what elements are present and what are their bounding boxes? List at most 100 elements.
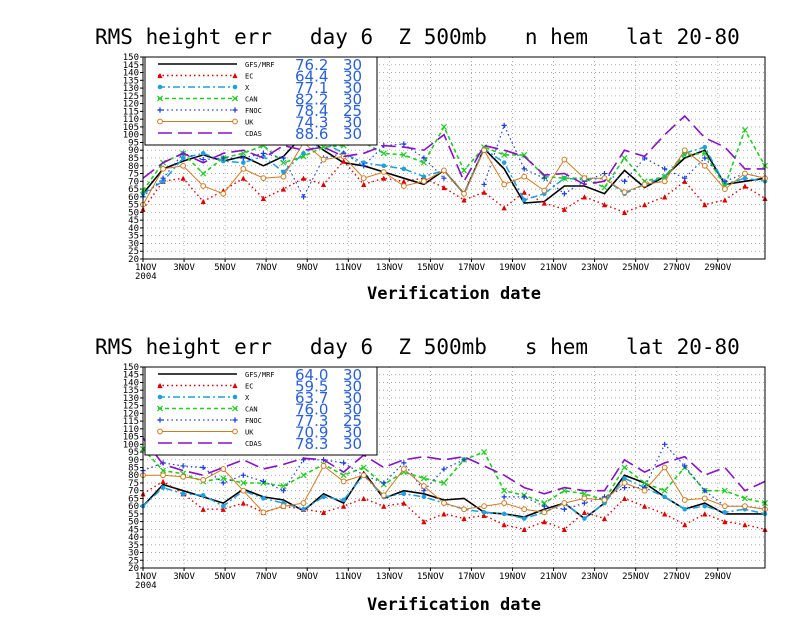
shem-series-can-point (280, 483, 287, 490)
shem-series-fnoc-point (441, 466, 447, 472)
nhem-series-ec-point (581, 194, 588, 200)
nhem-series-uk-point (260, 175, 267, 182)
shem-x-tick-label: 3NOV (173, 572, 195, 582)
nhem-series-uk-point (180, 162, 187, 169)
shem-series-can-point (481, 449, 488, 456)
shem-series-fnoc-line (142, 443, 766, 510)
nhem-legend-uk-mean: 74.3 (295, 114, 328, 132)
nhem-series-fnoc-point (240, 155, 246, 161)
nhem-series-uk-point (421, 178, 427, 185)
shem-series-can-point (581, 490, 588, 497)
nhem-legend-fnoc-count: 25 (343, 102, 362, 120)
shem-series-ec-point (621, 495, 628, 502)
shem-legend-gfs-mrf-mean: 64.0 (295, 366, 328, 384)
shem-series-uk-point (701, 495, 708, 502)
shem-series-fnoc-point (220, 480, 226, 486)
nhem-series-uk-point (641, 181, 648, 188)
shem-legend-can-name: CAN (245, 406, 258, 414)
shem-y-tick-label: 35 (128, 541, 139, 551)
shem-x-tick-label: 9NOV (296, 572, 318, 582)
shem-legend: GFS/MRF 64.0 30 EC 59.5 30 X 63.7 30 CAN 76.0 30 FNO… (144, 366, 378, 456)
nhem-x-tick-label: 25NOV (622, 263, 650, 273)
shem-series-uk-point (360, 472, 367, 479)
nhem-series-can-point (701, 150, 708, 157)
nhem-legend-can-count: 30 (343, 91, 362, 109)
shem-series-x-point (321, 494, 326, 500)
shem-x-tick-label: 25NOV (622, 572, 650, 582)
nhem-legend-fnoc-name: FNOC (245, 107, 262, 115)
nhem-series-x-point (501, 160, 507, 165)
nhem-y-tick-label: 145 (123, 61, 139, 71)
nhem-series-x-point (281, 169, 286, 175)
nhem-series-fnoc-point (702, 155, 708, 161)
shem-y-tick-label: 110 (123, 425, 139, 435)
nhem-series-uk-point (661, 178, 668, 185)
nhem-y-tick-label: 50 (128, 208, 139, 218)
shem-y-tick-label: 55 (128, 510, 139, 520)
nhem-legend-x-count: 30 (343, 79, 362, 97)
nhem-series-ec-point (702, 202, 708, 208)
nhem-legend-cdas-name: CDAS (245, 130, 262, 138)
nhem-series-uk-point (621, 189, 628, 196)
shem-y-tick-label: 140 (123, 378, 139, 388)
shem-series-can-point (741, 495, 748, 502)
shem-series-fnoc-point (200, 464, 206, 471)
shem-series-cdas-line (142, 437, 766, 495)
shem-series-fnoc-point (401, 460, 407, 466)
nhem-series-ec-point (240, 175, 246, 181)
shem-series-ec-point (581, 509, 588, 515)
nhem-x-tick-label: 21NOV (540, 263, 568, 273)
shem-x-axis-title: Verification date (367, 595, 541, 615)
shem-legend-gfs-mrf-count: 30 (343, 366, 362, 384)
nhem-series-x-point (521, 197, 527, 203)
shem-legend-ec-marker (157, 382, 163, 389)
nhem-series-ec-point (662, 194, 668, 200)
shem-legend-fnoc-marker (232, 417, 238, 423)
shem-series-ec-point (220, 506, 226, 512)
shem-series-ec-point (481, 512, 487, 519)
shem-series-can-point (621, 464, 628, 471)
nhem-series-fnoc-point (160, 175, 166, 181)
shem-y-tick-label: 85 (128, 464, 139, 474)
shem-y-tick-label: 130 (123, 394, 139, 404)
nhem-series-uk-point (521, 173, 528, 180)
nhem-series-x-point (241, 160, 246, 165)
nhem-series-x-point (742, 175, 748, 181)
nhem-series-fnoc-point (601, 170, 608, 177)
shem-series-fnoc-point (280, 488, 287, 494)
shem-series-can-point (721, 487, 728, 494)
nhem-plot-frame (142, 56, 766, 260)
shem-series-uk-point (320, 463, 327, 469)
nhem-chart-panel: RMS height err day 6 Z 500mb n hem lat 2… (95, 25, 769, 304)
nhem-series-uk-point (400, 183, 407, 189)
nhem-series-uk-point (461, 190, 467, 197)
shem-legend-uk-mean: 70.9 (295, 424, 328, 442)
shem-series-ec-point (421, 519, 427, 525)
shem-legend-ec-name: EC (245, 383, 253, 391)
nhem-y-tick-label: 80 (128, 162, 139, 172)
nhem-y-tick-label: 105 (123, 123, 139, 133)
nhem-series-uk-line (142, 141, 766, 205)
nhem-series-can-point (400, 151, 407, 158)
nhem-legend-ec-marker (232, 72, 238, 79)
shem-y-tick-label: 95 (128, 448, 139, 458)
nhem-series-fnoc-point (521, 166, 527, 172)
nhem-legend-uk-marker (232, 118, 238, 125)
nhem-series-ec-point (401, 178, 407, 184)
nhem-series-ec-point (621, 209, 628, 215)
nhem-series-ec-point (742, 183, 748, 189)
nhem-series-uk-point (501, 181, 508, 188)
shem-series-uk-point (300, 500, 307, 506)
shem-series-can-point (240, 479, 247, 486)
shem-x-tick-label: 11NOV (335, 572, 363, 582)
nhem-series-fnoc-point (421, 155, 427, 161)
nhem-y-tick-label: 110 (123, 115, 139, 125)
nhem-series-ec-point (280, 186, 287, 192)
nhem-series-can-point (380, 150, 387, 157)
nhem-legend-uk-marker (157, 118, 163, 125)
shem-series-fnoc-point (240, 472, 246, 478)
shem-y-tick-label: 50 (128, 518, 139, 528)
shem-series-uk-point (681, 497, 688, 503)
shem-legend-box (144, 366, 378, 456)
nhem-series-uk-point (681, 147, 688, 154)
